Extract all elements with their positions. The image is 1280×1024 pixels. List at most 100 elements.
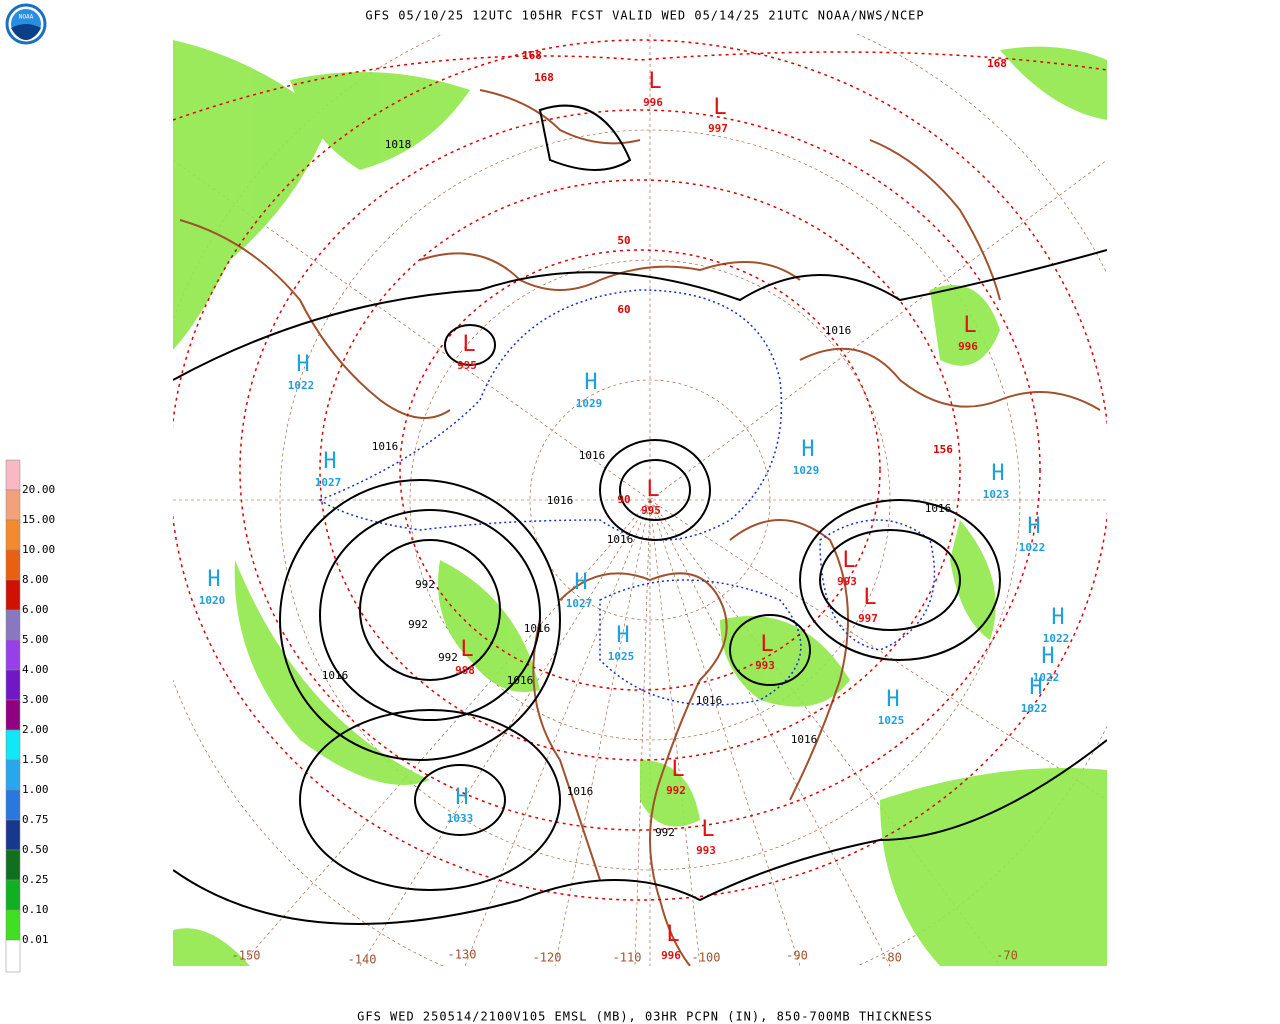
legend-swatch (5, 729, 21, 761)
pressure-center-value: 1022 (288, 379, 315, 392)
pressure-center-value: 993 (837, 575, 857, 588)
isobar-label: 1016 (791, 733, 818, 746)
thickness-lines (173, 39, 1107, 901)
isobar-label: 1016 (567, 785, 594, 798)
longitude-label: -80 (880, 951, 902, 965)
pressure-center-symbol: H (1051, 605, 1064, 630)
legend-swatch (5, 699, 21, 731)
pressure-center-value: 1027 (566, 597, 593, 610)
isobar-label: 1016 (607, 533, 634, 546)
thickness-cold (318, 289, 936, 706)
footer-caption: GFS WED 250514/2100V105 EMSL (MB), 03HR … (357, 1010, 933, 1024)
pressure-center-value: 1029 (793, 464, 820, 477)
longitude-label: -150 (232, 949, 261, 963)
pressure-center-symbol: H (455, 785, 468, 810)
isobar-label: 1016 (925, 502, 952, 515)
pressure-center-value: 988 (455, 664, 475, 677)
pressure-center-symbol: L (671, 757, 684, 782)
legend-swatch (5, 489, 21, 521)
legend-swatch (5, 519, 21, 551)
pressure-center-symbol: L (460, 637, 473, 662)
legend-label: 0.01 (22, 933, 49, 946)
isobar-label: 1016 (524, 622, 551, 635)
coastlines (179, 89, 1101, 966)
pressure-center-symbol: L (963, 313, 976, 338)
legend-swatch (5, 759, 21, 791)
pressure-center-symbol: H (801, 437, 814, 462)
thickness-label: 60 (617, 303, 630, 316)
pressure-center-value: 996 (958, 340, 978, 353)
isobar-label: 1016 (322, 669, 349, 682)
isobar-label: 1016 (372, 440, 399, 453)
pressure-center-symbol: H (584, 370, 597, 395)
legend-label: 5.00 (22, 633, 49, 646)
isobars (173, 104, 1107, 925)
pressure-center-value: 993 (696, 844, 716, 857)
thickness-label: 168 (987, 57, 1007, 70)
legend-swatch (5, 879, 21, 911)
legend-label: 0.75 (22, 813, 49, 826)
pressure-center-symbol: L (863, 585, 876, 610)
pressure-center-value: 997 (708, 122, 728, 135)
pressure-center-value: 1025 (608, 650, 635, 663)
legend-swatch (5, 849, 21, 881)
legend-label: 15.00 (22, 513, 55, 526)
legend-swatch (5, 789, 21, 821)
pressure-center-value: 1023 (983, 488, 1010, 501)
pressure-center-symbol: L (646, 477, 659, 502)
longitude-label: -90 (786, 949, 808, 963)
pressure-center-symbol: H (616, 623, 629, 648)
map-title: GFS 05/10/25 12UTC 105HR FCST VALID WED … (365, 9, 924, 23)
pressure-center-value: 996 (643, 96, 663, 109)
legend-label: 4.00 (22, 663, 49, 676)
pressure-center-value: 1027 (315, 476, 342, 489)
legend-swatch (5, 549, 21, 581)
longitude-label: -130 (448, 948, 477, 962)
longitude-label: -140 (348, 953, 377, 967)
longitude-label: -100 (692, 951, 721, 965)
isobar-label: 992 (438, 651, 458, 664)
legend-label: 10.00 (22, 543, 55, 556)
pressure-center-value: 995 (641, 504, 661, 517)
isobar-label: 1016 (825, 324, 852, 337)
legend-swatch (5, 819, 21, 851)
pressure-center-symbol: H (1027, 514, 1040, 539)
legend: 20.00 15.00 10.00 8.00 6.00 5.00 4.00 3.00 2.00 1… (5, 459, 55, 973)
noaa-logo: NOAA (5, 3, 47, 45)
pressure-center-symbol: H (991, 461, 1004, 486)
isobar-label: 1018 (385, 138, 412, 151)
isobar-label: 992 (655, 826, 675, 839)
pressure-center-value: 1029 (576, 397, 603, 410)
pressure-center-symbol: L (760, 632, 773, 657)
legend-label: 0.25 (22, 873, 49, 886)
legend-label: 6.00 (22, 603, 49, 616)
isobar-label: 992 (408, 618, 428, 631)
pressure-center-value: 995 (457, 359, 477, 372)
longitude-label: -120 (533, 951, 562, 965)
thickness-label: 168 (534, 71, 554, 84)
pressure-center-symbol: L (701, 817, 714, 842)
pressure-center-value: 996 (661, 949, 681, 962)
legend-label: 1.50 (22, 753, 49, 766)
thickness-label: 90 (617, 493, 630, 506)
isobar-label: 1016 (696, 694, 723, 707)
legend-swatch (5, 669, 21, 701)
legend-label: 0.10 (22, 903, 49, 916)
pressure-center-value: 997 (858, 612, 878, 625)
pressure-center-symbol: H (323, 449, 336, 474)
legend-swatch (5, 609, 21, 641)
legend-swatch (5, 939, 21, 973)
pressure-center-value: 1022 (1033, 671, 1060, 684)
pressure-center-symbol: H (1041, 644, 1054, 669)
thickness-label: 156 (933, 443, 953, 456)
legend-label: 0.50 (22, 843, 49, 856)
longitude-label: -110 (613, 951, 642, 965)
legend-swatch (5, 909, 21, 941)
pressure-center-value: 1020 (199, 594, 226, 607)
pressure-center-symbol: L (842, 548, 855, 573)
logo-text: NOAA (19, 14, 34, 21)
legend-swatch (5, 459, 21, 491)
pressure-center-symbol: H (574, 570, 587, 595)
